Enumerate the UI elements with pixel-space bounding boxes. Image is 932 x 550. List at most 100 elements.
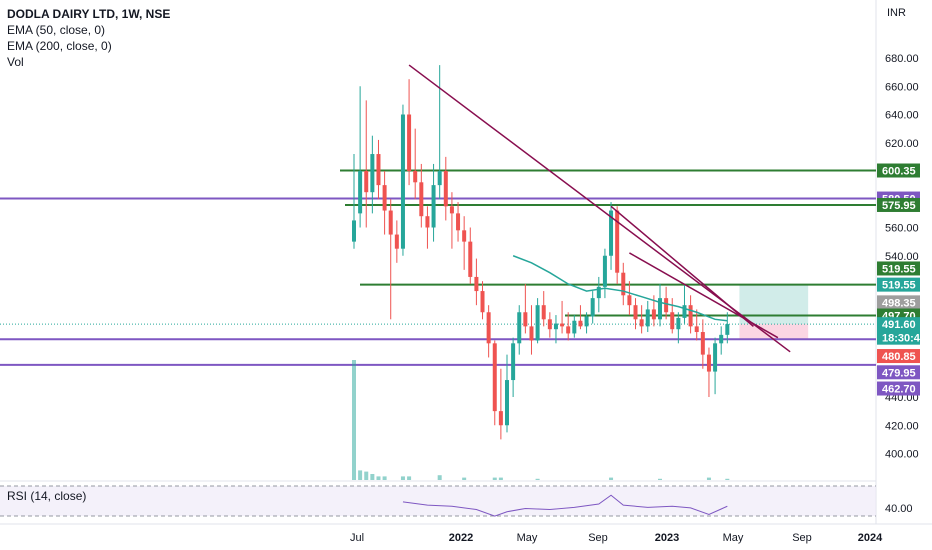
candle-body[interactable] xyxy=(719,334,724,344)
indicator-volume[interactable]: Vol xyxy=(7,55,24,69)
trendline[interactable] xyxy=(610,205,754,327)
volume-bar xyxy=(364,471,369,480)
candle-body[interactable] xyxy=(382,185,387,211)
candle-body[interactable] xyxy=(694,326,699,333)
candle-body[interactable] xyxy=(658,298,662,320)
candle-body[interactable] xyxy=(633,305,638,320)
candle-body[interactable] xyxy=(498,411,503,426)
candle-body[interactable] xyxy=(676,317,681,330)
candle-body[interactable] xyxy=(590,298,595,317)
x-tick-label: 2023 xyxy=(655,532,679,544)
x-tick-label: 2022 xyxy=(449,532,473,544)
price-tag-label: 519.55 xyxy=(882,280,916,292)
candle-body[interactable] xyxy=(492,343,497,412)
candle-body[interactable] xyxy=(529,326,534,341)
candle-body[interactable] xyxy=(700,332,705,355)
candle-body[interactable] xyxy=(535,305,540,341)
x-tick-label: Jul xyxy=(350,532,364,544)
volume-bar xyxy=(376,476,381,480)
candle-body[interactable] xyxy=(370,154,375,193)
candle-body[interactable] xyxy=(462,230,467,242)
candle-body[interactable] xyxy=(376,154,381,186)
candle-body[interactable] xyxy=(627,295,632,306)
candle-body[interactable] xyxy=(511,343,516,381)
candle-body[interactable] xyxy=(517,312,522,344)
price-tag-label: 462.70 xyxy=(882,384,916,396)
candle-body[interactable] xyxy=(682,305,687,318)
x-tick-label: May xyxy=(517,532,538,544)
indicator-ema200[interactable]: EMA (200, close, 0) xyxy=(7,39,112,53)
candle-body[interactable] xyxy=(437,171,442,186)
candle-body[interactable] xyxy=(388,210,393,235)
candle-body[interactable] xyxy=(449,206,454,214)
candle-body[interactable] xyxy=(572,320,577,334)
candle-body[interactable] xyxy=(578,320,583,327)
candle-body[interactable] xyxy=(725,324,730,335)
price-tag-label: 479.95 xyxy=(882,367,916,379)
candle-body[interactable] xyxy=(596,286,601,299)
y-tick-label: 620.00 xyxy=(885,138,919,150)
currency-label: INR xyxy=(887,7,906,19)
candle-body[interactable] xyxy=(523,312,528,327)
candle-body[interactable] xyxy=(670,312,675,330)
candle-body[interactable] xyxy=(713,343,718,372)
price-tag-label: 519.55 xyxy=(882,263,916,275)
candle-body[interactable] xyxy=(541,305,546,320)
price-tag-label: 491.60 xyxy=(882,319,916,331)
price-tag xyxy=(877,277,920,292)
candle-body[interactable] xyxy=(456,213,461,231)
target-zone[interactable] xyxy=(739,284,809,325)
price-tag xyxy=(877,163,920,178)
candle-body[interactable] xyxy=(400,114,405,249)
candle-body[interactable] xyxy=(486,312,491,344)
candle-body[interactable] xyxy=(645,309,650,327)
price-tag-label: 498.35 xyxy=(882,297,916,309)
candle-body[interactable] xyxy=(474,276,479,292)
rsi-axis-label: 40.00 xyxy=(885,503,913,515)
candle-body[interactable] xyxy=(566,326,571,334)
candle-body[interactable] xyxy=(664,298,669,313)
y-tick-label: 420.00 xyxy=(885,420,919,432)
candle-body[interactable] xyxy=(615,210,620,273)
stop-zone[interactable] xyxy=(739,324,809,340)
candle-body[interactable] xyxy=(358,171,363,214)
x-tick-label: May xyxy=(723,532,744,544)
candle-body[interactable] xyxy=(407,114,412,172)
price-tag-label: 480.85 xyxy=(882,351,916,363)
volume-bar xyxy=(400,476,405,480)
y-tick-label: 540.00 xyxy=(885,251,919,263)
volume-bar xyxy=(658,478,662,480)
candle-body[interactable] xyxy=(651,309,656,320)
candle-body[interactable] xyxy=(621,272,626,296)
candle-body[interactable] xyxy=(431,185,436,228)
rsi-line[interactable] xyxy=(402,494,728,517)
candle-body[interactable] xyxy=(547,319,552,330)
candle-body[interactable] xyxy=(419,182,424,217)
trendline[interactable] xyxy=(629,252,779,339)
candle-body[interactable] xyxy=(394,234,399,249)
candle-body[interactable] xyxy=(364,171,369,193)
candle-body[interactable] xyxy=(639,319,644,327)
candle-body[interactable] xyxy=(602,255,607,287)
y-tick-label: 660.00 xyxy=(885,81,919,93)
volume-bar xyxy=(437,475,442,480)
candle-body[interactable] xyxy=(413,171,418,183)
symbol-title: DODLA DAIRY LTD, 1W, NSE xyxy=(7,7,171,21)
rsi-indicator-label[interactable]: RSI (14, close) xyxy=(7,489,87,503)
y-tick-label: 400.00 xyxy=(885,449,919,461)
candle-body[interactable] xyxy=(706,354,711,372)
candle-body[interactable] xyxy=(480,291,485,313)
candle-body[interactable] xyxy=(505,380,509,426)
candle-body[interactable] xyxy=(688,305,693,327)
candle-body[interactable] xyxy=(560,323,565,327)
ema-50-line[interactable] xyxy=(512,255,728,322)
candle-body[interactable] xyxy=(553,323,558,330)
candle-body[interactable] xyxy=(468,241,473,277)
candle-body[interactable] xyxy=(352,220,356,242)
candle-body[interactable] xyxy=(443,171,448,207)
candle-body[interactable] xyxy=(425,216,430,228)
candle-body[interactable] xyxy=(584,316,589,327)
indicator-ema50[interactable]: EMA (50, close, 0) xyxy=(7,23,106,37)
candle-body[interactable] xyxy=(609,210,614,256)
